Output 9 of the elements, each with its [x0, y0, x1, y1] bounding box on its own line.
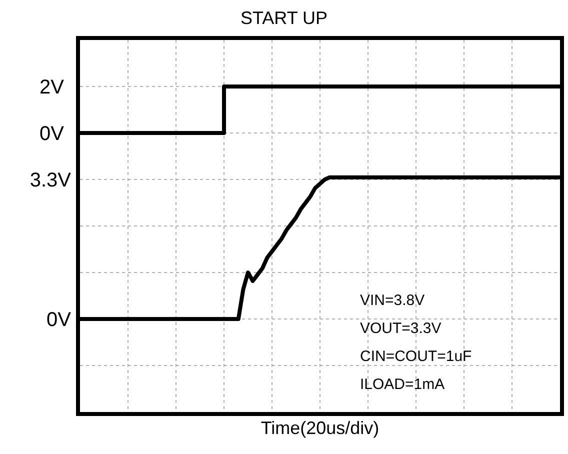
x-axis-title: Time(20us/div)	[260, 418, 380, 438]
annotation: VOUT=3.3V	[360, 320, 442, 337]
y2-tick-label: 3.3V	[30, 170, 72, 192]
line-series	[80, 175, 560, 321]
annotation: VIN=3.8V	[360, 292, 425, 309]
annotation: CIN=COUT=1uF	[360, 348, 472, 365]
y-tick-label: 2V	[40, 76, 65, 98]
annotation: ILOAD=1mA	[360, 376, 445, 393]
chart-title: START UP	[240, 8, 328, 28]
